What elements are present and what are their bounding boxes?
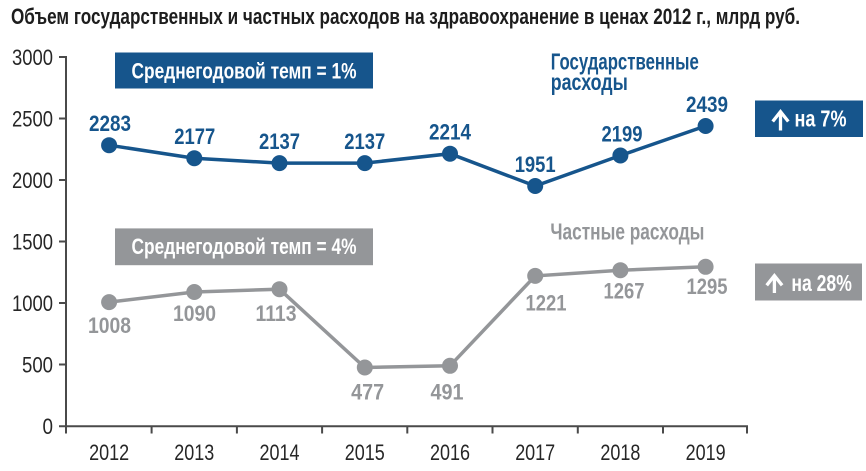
svg-text:1000: 1000: [12, 291, 53, 316]
svg-text:2214: 2214: [429, 120, 472, 145]
svg-text:491: 491: [431, 380, 464, 405]
svg-text:2019: 2019: [686, 440, 726, 465]
svg-text:1267: 1267: [604, 279, 645, 304]
svg-text:2018: 2018: [600, 440, 640, 465]
svg-text:Государственные: Государственные: [551, 49, 699, 75]
svg-text:1500: 1500: [12, 230, 53, 255]
svg-text:на 7%: на 7%: [795, 106, 847, 132]
svg-text:2439: 2439: [686, 92, 728, 117]
svg-text:2137: 2137: [259, 129, 300, 154]
svg-text:1008: 1008: [88, 313, 131, 338]
svg-text:Среднегодовой темп = 4%: Среднегодовой темп = 4%: [132, 234, 357, 259]
svg-text:1090: 1090: [173, 301, 216, 326]
svg-text:2137: 2137: [344, 129, 385, 154]
svg-text:2015: 2015: [345, 440, 385, 465]
svg-text:0: 0: [43, 414, 54, 439]
svg-text:2013: 2013: [174, 440, 214, 465]
svg-text:Среднегодовой темп = 1%: Среднегодовой темп = 1%: [132, 58, 357, 83]
svg-text:2016: 2016: [430, 440, 470, 465]
svg-text:2177: 2177: [174, 124, 215, 149]
svg-text:2012: 2012: [89, 440, 129, 465]
svg-text:2017: 2017: [515, 440, 555, 465]
svg-text:1113: 1113: [256, 301, 297, 326]
svg-text:2500: 2500: [12, 107, 53, 132]
svg-text:2014: 2014: [260, 440, 300, 465]
svg-text:477: 477: [351, 380, 384, 405]
svg-text:2283: 2283: [89, 111, 131, 136]
svg-text:Объем государственных и частны: Объем государственных и частных расходов…: [11, 4, 800, 29]
svg-text:3000: 3000: [12, 45, 53, 70]
svg-text:500: 500: [22, 353, 53, 378]
svg-text:2000: 2000: [12, 168, 53, 193]
svg-text:Частные расходы: Частные расходы: [550, 219, 704, 245]
svg-text:расходы: расходы: [551, 69, 628, 95]
svg-text:2199: 2199: [602, 122, 643, 147]
svg-text:1951: 1951: [515, 152, 556, 177]
svg-text:на 28%: на 28%: [791, 270, 852, 296]
svg-text:1295: 1295: [687, 274, 728, 299]
svg-text:1221: 1221: [526, 291, 567, 316]
